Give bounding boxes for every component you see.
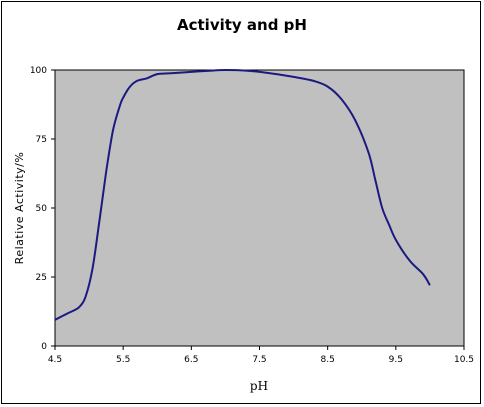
y-axis-label: Relative Activity/% [13,152,26,265]
y-axis: 0 25 50 75 100 [30,66,55,352]
x-tick-label: 10.5 [454,355,474,365]
x-tick-label: 9.5 [389,355,403,365]
x-tick-label: 6.5 [184,355,198,365]
x-tick-label: 4.5 [48,355,62,365]
y-tick-label: 75 [36,135,47,145]
y-tick-label: 0 [41,342,47,352]
y-tick-label: 25 [36,273,47,283]
chart-title: Activity and pH [177,16,307,34]
x-axis: 4.5 5.5 6.5 7.5 8.5 9.5 10.5 [48,346,474,365]
x-tick-label: 7.5 [252,355,266,365]
x-tick-label: 8.5 [321,355,335,365]
series-line [54,68,431,321]
plot-area [54,69,465,347]
x-axis-label: pH [250,379,268,393]
y-tick-label: 50 [36,204,48,214]
y-tick-label: 100 [30,66,47,76]
x-tick-label: 5.5 [116,355,130,365]
